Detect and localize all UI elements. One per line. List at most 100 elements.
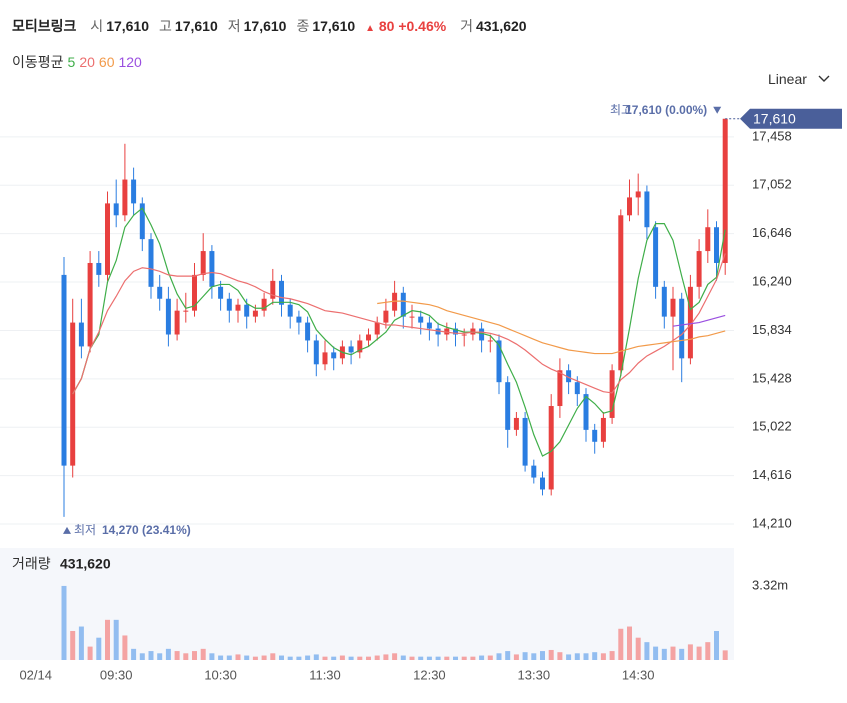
candle-body (679, 298, 685, 359)
ma-title: 이동평균 (12, 54, 64, 70)
volume-bar (661, 648, 667, 660)
scale-label[interactable]: Linear (768, 71, 807, 87)
candle-body (157, 286, 163, 299)
volume-bar (400, 655, 406, 660)
volume-bar (296, 656, 302, 660)
volume-bar (635, 637, 641, 660)
scale-menu[interactable]: Linear (768, 71, 831, 87)
volume-bar (461, 656, 467, 660)
volume-bar (87, 646, 93, 660)
volume-bar (96, 637, 102, 660)
volume-bar (548, 649, 554, 660)
candle-body (418, 316, 424, 323)
candle-body (531, 465, 537, 478)
candle-body (113, 203, 119, 216)
volume-tick-label: 3.32m (752, 577, 788, 592)
candle-body (566, 370, 572, 383)
candle-body (261, 298, 267, 311)
ma-legend-item: 60 (98, 54, 115, 70)
candle-body (687, 286, 693, 359)
volume-bar (348, 656, 354, 660)
volume-bar (487, 655, 493, 660)
candle-body (696, 251, 702, 287)
y-tick-label: 16,646 (752, 225, 792, 240)
min-prefix: 최저 (74, 523, 96, 537)
volume-bar (131, 648, 137, 660)
volume-bar (522, 652, 528, 660)
candle-body (487, 340, 493, 342)
candle-body (339, 346, 345, 359)
candle-body (357, 340, 363, 353)
candle-body (244, 304, 250, 317)
candle-body (574, 382, 580, 395)
candle-body (505, 382, 511, 430)
max-prefix: 최고 (610, 103, 632, 117)
candle-body (540, 477, 545, 490)
candle-body (252, 310, 258, 317)
volume-bar (705, 642, 711, 660)
candle-body (348, 346, 354, 353)
volume-bar (331, 656, 337, 660)
candle-body (600, 417, 606, 442)
volume-bar (609, 651, 615, 660)
candle-body (218, 286, 224, 299)
candle-body (287, 304, 293, 317)
x-tick-label: 13:30 (518, 667, 551, 682)
volume-bar (244, 655, 250, 660)
y-tick-label: 14,210 (752, 515, 792, 530)
field-value: 17,610 (312, 18, 356, 34)
ma-line (672, 314, 726, 327)
candle-body (618, 215, 624, 371)
volume-bar (252, 656, 258, 660)
stock-name: 모티브링크 (12, 18, 77, 34)
candle-body (435, 328, 441, 335)
candle-body (192, 274, 197, 311)
volume-bar (61, 585, 67, 660)
volume-panel (0, 548, 734, 660)
volume-bar (679, 648, 685, 660)
candle-body (131, 179, 137, 204)
volume-bar (670, 646, 676, 660)
x-tick-label: 11:30 (309, 667, 341, 682)
candle-body (426, 322, 432, 329)
y-tick-label: 16,240 (752, 273, 792, 288)
field-label: 고 (159, 18, 172, 34)
max-label: 17,610 (0.00%) (625, 103, 707, 117)
candle-body (661, 286, 667, 317)
candle-body (61, 274, 67, 466)
candle-body (148, 239, 154, 287)
last-price-tag (740, 108, 842, 129)
volume-bar (270, 653, 276, 660)
candle-body (722, 118, 728, 263)
min-label: 14,270 (23.41%) (102, 523, 191, 537)
candle-body (313, 340, 319, 365)
volume-bar (714, 630, 719, 660)
volume-bar (479, 655, 485, 660)
y-tick-label: 15,428 (752, 370, 792, 385)
candle-body (714, 227, 719, 263)
candle-body (122, 179, 128, 216)
volume-bar (139, 653, 145, 660)
y-tick-label: 17,052 (752, 177, 792, 192)
volume-label: 거 (460, 18, 473, 34)
volume-bar (174, 651, 180, 660)
volume-bar (366, 656, 371, 660)
volume-bar (305, 655, 311, 660)
volume-title: 거래량 (12, 556, 51, 572)
candle-body (366, 334, 371, 341)
candle-body (165, 298, 171, 335)
volume-bar (687, 644, 693, 660)
candle-body (470, 328, 476, 335)
chevron[interactable] (817, 74, 831, 84)
volume-bar (192, 651, 197, 660)
volume-bar (148, 651, 154, 660)
candle-body (87, 262, 93, 347)
ma-legend-item: 120 (118, 54, 142, 70)
volume-bar (357, 656, 363, 660)
candle-body (383, 310, 389, 323)
volume-bar (235, 654, 241, 660)
volume-bar (105, 619, 110, 660)
candle-body (279, 280, 284, 305)
candle-body (409, 316, 415, 318)
